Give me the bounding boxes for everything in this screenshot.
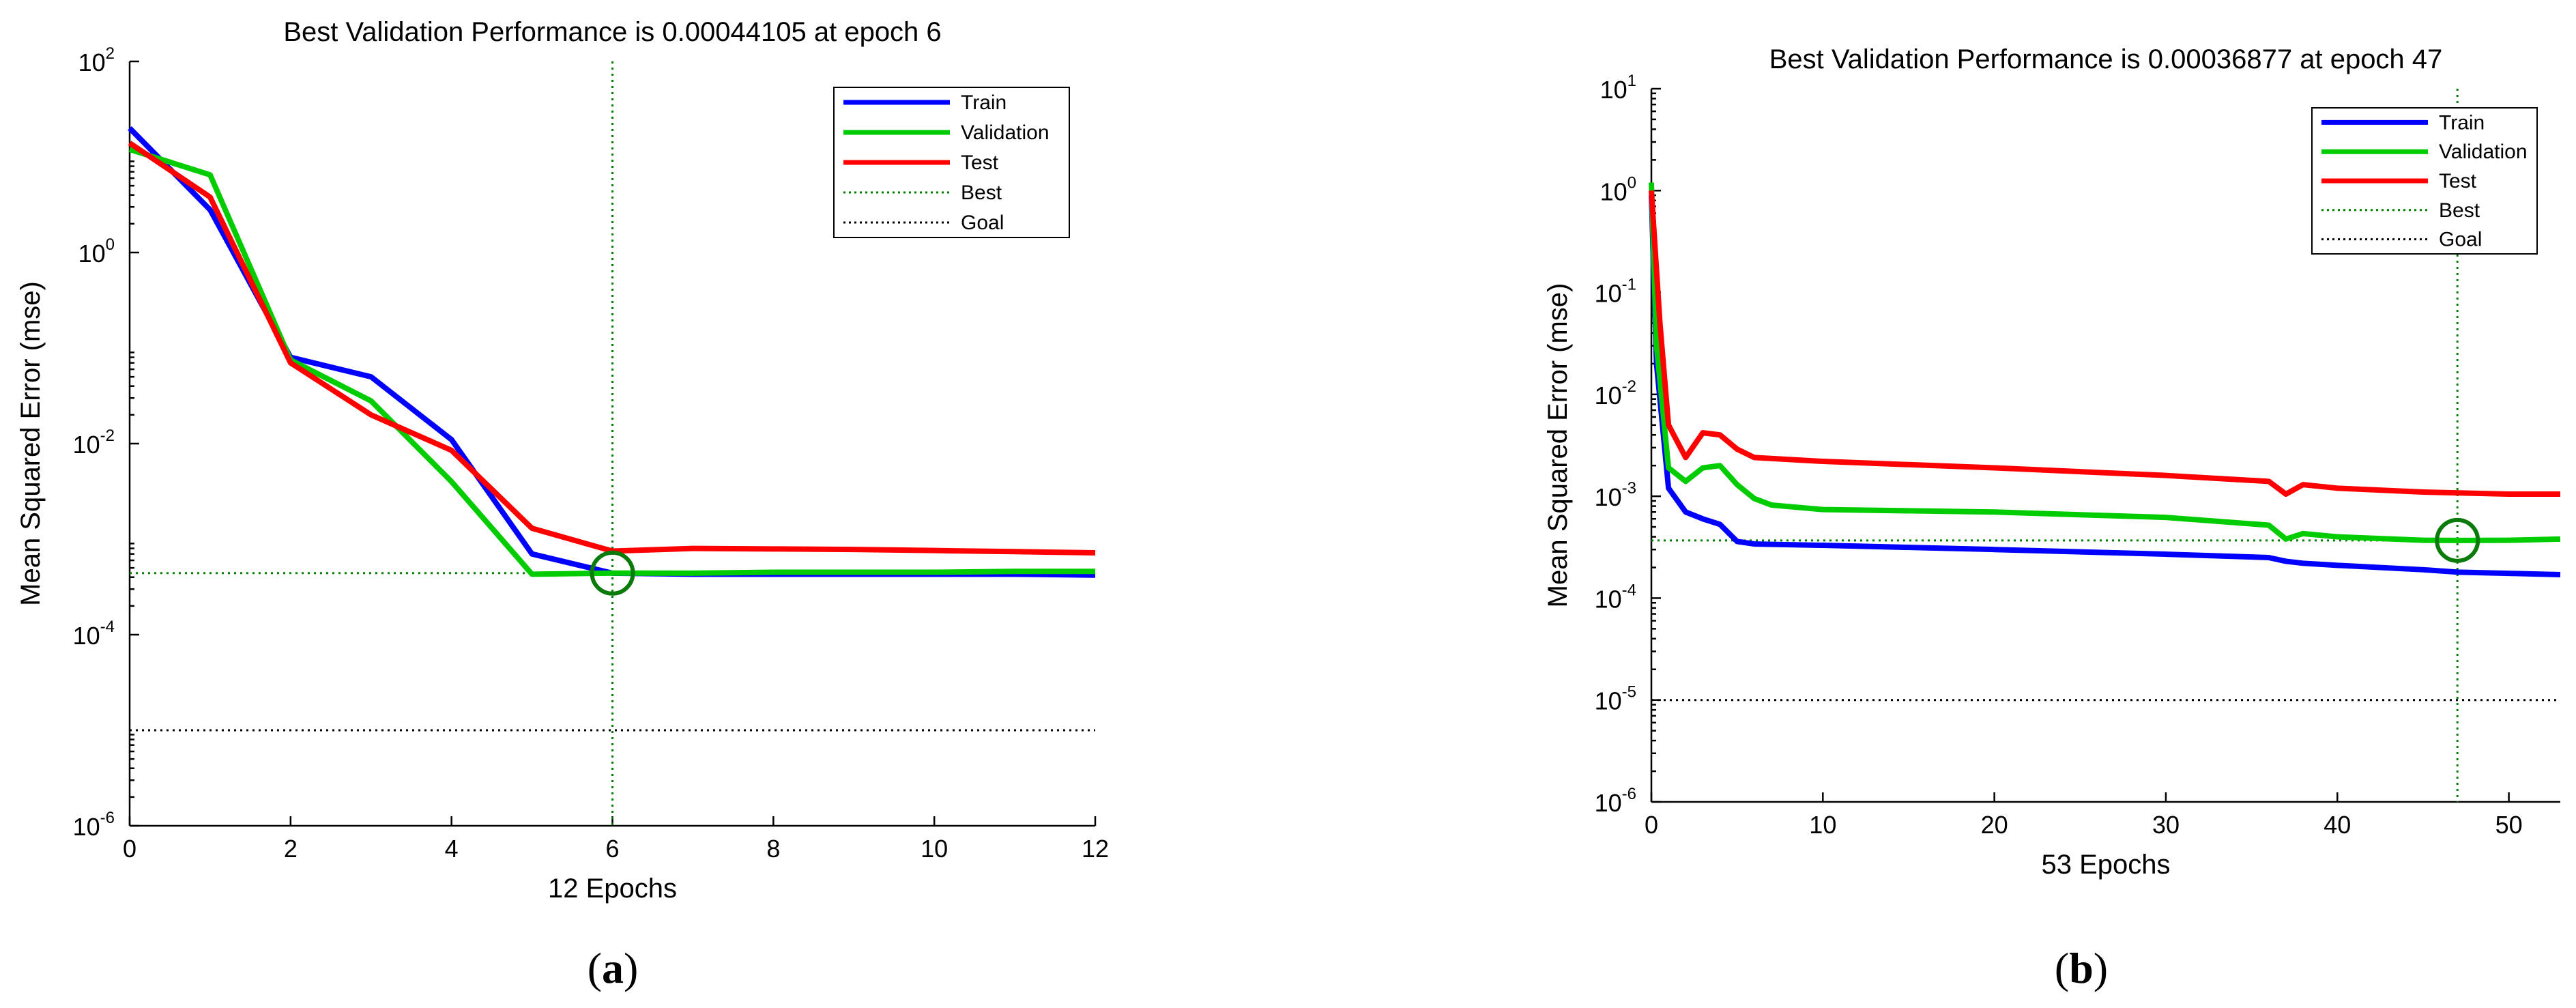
- subcaption-part: (: [2055, 944, 2069, 992]
- y-tick-exponent: -2: [1622, 377, 1636, 396]
- y-tick-exponent: -4: [1622, 581, 1636, 599]
- subcaption: (b): [2055, 944, 2108, 992]
- y-tick-label: 10-1: [1595, 276, 1636, 308]
- x-tick-label: 10: [1809, 811, 1836, 839]
- chart-b: 0 10 20 30 40 5010-610-510-410-310-210-110010…: [1543, 44, 2561, 992]
- x-tick-label: 8: [766, 835, 780, 863]
- legend: Train Validation Test Best Goal: [833, 87, 1070, 238]
- legend-best-label: Best: [2439, 199, 2480, 222]
- legend-test-label: Test: [961, 152, 999, 174]
- x-tick-label: 10: [921, 835, 948, 863]
- legend-validation-label: Validation: [2439, 141, 2528, 163]
- subcaption: (a): [588, 944, 639, 992]
- series-validation-line: [1649, 182, 2561, 543]
- x-tick-label: 12: [1082, 835, 1109, 863]
- y-tick-base: 10: [73, 622, 100, 650]
- x-axis-label: 53 Epochs: [2041, 850, 2170, 880]
- y-tick-label: 10-6: [1595, 785, 1636, 817]
- x-tick-label: 4: [445, 835, 459, 863]
- y-axis-label: Mean Squared Error (mse): [1543, 283, 1573, 608]
- legend-train-label: Train: [961, 91, 1007, 114]
- y-tick-base: 10: [1595, 687, 1622, 715]
- y-tick-label: 10-4: [73, 618, 115, 650]
- y-tick-base: 10: [1595, 585, 1622, 613]
- x-tick-label: 40: [2324, 811, 2351, 839]
- chart-title: Best Validation Performance is 0.0003687…: [1769, 44, 2443, 74]
- y-tick-exponent: 0: [106, 235, 115, 254]
- y-axis-label: Mean Squared Error (mse): [16, 281, 46, 606]
- legend-train-label: Train: [2439, 111, 2485, 134]
- y-tick-base: 10: [73, 431, 100, 459]
- x-tick-label: 0: [123, 835, 136, 863]
- x-tick-label: 6: [605, 835, 619, 863]
- legend-test-label: Test: [2439, 170, 2477, 192]
- best-marker-circle: [590, 550, 635, 596]
- series-train-line: [1649, 195, 2561, 578]
- subcaption-part: a: [602, 944, 624, 992]
- y-tick-exponent: 0: [1627, 173, 1636, 192]
- legend: Train Validation Test Best Goal: [2311, 107, 2538, 255]
- y-tick-base: 10: [1595, 280, 1622, 308]
- y-tick-base: 10: [1600, 76, 1627, 104]
- y-tick-label: 10-3: [1595, 479, 1636, 511]
- y-tick-base: 10: [1595, 789, 1622, 817]
- y-tick-label: 100: [1600, 173, 1636, 205]
- series-test-line: [1649, 190, 2560, 497]
- y-tick-exponent: -6: [100, 809, 115, 827]
- legend-goal-label: Goal: [961, 212, 1004, 234]
- y-tick-base: 10: [1595, 381, 1622, 409]
- y-tick-label: 101: [1600, 72, 1636, 104]
- x-tick-label: 30: [2152, 811, 2180, 839]
- y-tick-exponent: -1: [1622, 276, 1636, 294]
- subcaption-part: ): [624, 944, 638, 992]
- x-tick-label: 2: [284, 835, 298, 863]
- y-tick-exponent: -6: [1622, 785, 1636, 803]
- x-tick-label: 0: [1645, 811, 1658, 839]
- y-tick-label: 10-4: [1595, 581, 1636, 613]
- y-tick-exponent: 2: [106, 44, 115, 63]
- y-tick-exponent: 1: [1627, 72, 1636, 90]
- y-tick-exponent: -4: [100, 618, 115, 636]
- x-axis-label: 12 Epochs: [548, 874, 677, 904]
- legend-validation-label: Validation: [961, 121, 1050, 144]
- legend-goal-label: Goal: [2439, 229, 2482, 251]
- y-tick-base: 10: [78, 48, 106, 76]
- y-tick-base: 10: [73, 813, 100, 841]
- y-tick-base: 10: [78, 240, 106, 268]
- y-tick-base: 10: [1600, 177, 1627, 205]
- y-tick-label: 102: [78, 44, 115, 76]
- subcaption-part: b: [2069, 944, 2094, 992]
- y-tick-label: 10-6: [73, 809, 115, 841]
- x-tick-label: 20: [1981, 811, 2008, 839]
- legend-best-label: Best: [961, 182, 1002, 204]
- y-tick-exponent: -3: [1622, 479, 1636, 498]
- x-tick-label: 50: [2495, 811, 2523, 839]
- y-tick-label: 10-5: [1595, 683, 1636, 715]
- y-tick-exponent: -2: [100, 427, 115, 445]
- y-tick-label: 100: [78, 235, 115, 268]
- y-tick-label: 10-2: [73, 427, 115, 459]
- chart-title: Best Validation Performance is 0.0004410…: [283, 17, 941, 47]
- y-tick-label: 10-2: [1595, 377, 1636, 409]
- y-tick-exponent: -5: [1622, 683, 1636, 702]
- best-marker-circle: [2435, 517, 2480, 563]
- y-tick-base: 10: [1595, 483, 1622, 511]
- subcaption-part: ): [2094, 944, 2108, 992]
- subcaption-part: (: [588, 944, 602, 992]
